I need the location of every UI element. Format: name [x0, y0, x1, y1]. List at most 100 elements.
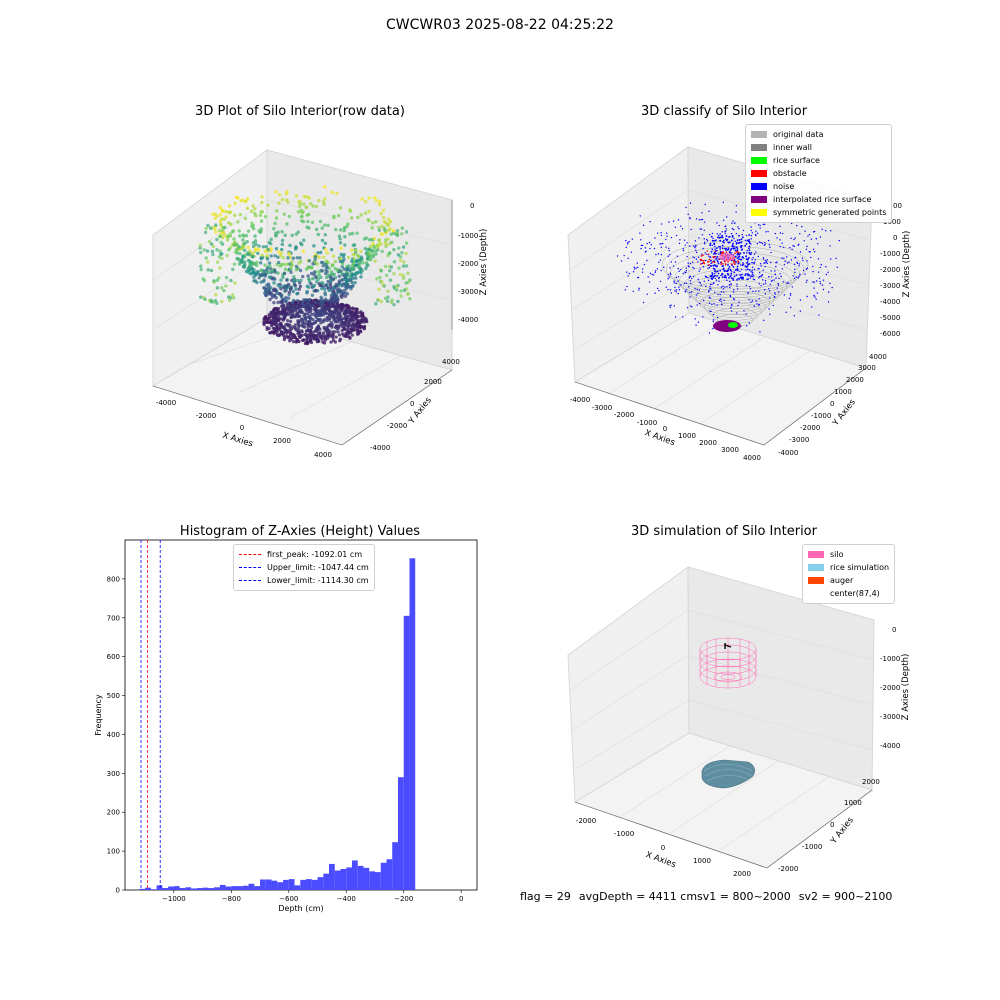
noise-point	[789, 292, 792, 295]
raw-data-point	[282, 311, 286, 315]
noise-point	[725, 276, 727, 279]
noise-point	[757, 304, 760, 306]
raw-data-point	[263, 274, 267, 278]
noise-point	[673, 305, 676, 307]
noise-point	[755, 234, 757, 237]
noise-point	[825, 266, 827, 268]
raw-data-point	[312, 244, 316, 248]
noise-point	[728, 284, 731, 286]
noise-point	[697, 321, 700, 323]
raw-data-point	[291, 289, 295, 294]
raw-data-point	[331, 314, 336, 318]
raw-data-point	[254, 263, 259, 268]
classify-ytick: 2000	[846, 376, 864, 384]
noise-point	[667, 255, 669, 258]
noise-point	[764, 223, 766, 226]
noise-point	[745, 284, 747, 287]
raw-data-point	[227, 211, 232, 215]
raw-data-point	[215, 286, 220, 290]
noise-point	[682, 272, 684, 275]
raw-data-point	[276, 271, 280, 275]
noise-point	[752, 278, 755, 280]
raw-data-point	[276, 255, 280, 259]
noise-point	[750, 226, 752, 228]
noise-point	[678, 242, 681, 245]
noise-point	[675, 289, 678, 291]
noise-point	[702, 316, 704, 318]
histogram-legend: first_peak: -1092.01 cm Upper_limit: -104…	[233, 544, 375, 591]
noise-point	[768, 288, 770, 290]
noise-point	[712, 282, 715, 284]
noise-point	[810, 256, 812, 259]
noise-point	[806, 295, 808, 298]
raw-data-point	[284, 192, 289, 196]
raw-data-point	[330, 286, 334, 290]
raw-data-point	[348, 209, 353, 213]
noise-point	[776, 237, 778, 239]
legend-item: symmetric generated points	[751, 206, 886, 219]
raw-data-point	[317, 269, 322, 274]
raw-data-point	[250, 224, 254, 229]
raw-data-point	[268, 275, 272, 279]
raw-data-point	[292, 335, 296, 340]
noise-point	[738, 278, 741, 280]
noise-point	[745, 255, 747, 258]
raw-data-point	[281, 262, 285, 267]
classify-legend: original data inner wall rice surface obsta…	[745, 124, 893, 223]
noise-point	[762, 258, 765, 260]
legend-label: inner wall	[773, 143, 813, 152]
noise-point	[719, 239, 722, 242]
noise-point	[677, 292, 679, 295]
noise-point	[698, 237, 700, 239]
raw-data-point	[220, 208, 225, 213]
raw-data-point	[362, 237, 367, 241]
noise-point	[633, 268, 636, 270]
noise-point	[774, 293, 776, 295]
raw-data-point	[299, 214, 304, 219]
noise-point	[723, 270, 726, 272]
noise-point	[741, 236, 744, 239]
noise-point	[698, 270, 700, 272]
obstacle-point	[702, 262, 705, 264]
raw-data-point	[401, 273, 406, 278]
raw-data-point	[388, 278, 393, 282]
noise-point	[764, 292, 766, 295]
noise-point	[708, 332, 711, 334]
raw-data-point	[199, 295, 203, 299]
noise-point	[733, 259, 736, 261]
raw-data-point	[266, 203, 270, 208]
histogram-threshold-lines	[140, 540, 161, 890]
noise-point	[788, 297, 791, 300]
noise-point	[689, 218, 691, 220]
noise-point	[817, 258, 820, 260]
raw-data-point	[363, 211, 368, 215]
raw-data-point	[259, 280, 263, 284]
noise-point	[730, 277, 733, 279]
noise-point	[719, 250, 722, 253]
noise-point	[672, 220, 675, 222]
raw-data-point	[300, 333, 304, 337]
noise-point	[660, 246, 663, 248]
raw-data-point	[269, 237, 273, 242]
raw-data-point	[222, 217, 226, 222]
noise-point	[636, 262, 638, 264]
noise-point	[732, 247, 735, 250]
raw-data-point	[314, 204, 319, 209]
histogram-bar	[288, 879, 295, 890]
raw-data-point	[237, 262, 242, 266]
raw-data-point	[286, 200, 290, 205]
raw-data-point	[255, 260, 259, 265]
noise-point	[684, 244, 686, 246]
obstacle-point	[711, 261, 714, 263]
noise-point	[721, 265, 724, 268]
raw-data-point	[336, 308, 341, 313]
raw-data-point	[224, 284, 228, 288]
noise-point	[799, 251, 802, 253]
noise-point	[736, 268, 739, 271]
raw-data-point	[355, 324, 359, 328]
raw-data-point	[298, 256, 302, 260]
raw-data-point	[301, 202, 306, 206]
raw-data-point	[210, 249, 215, 254]
raw-zlabel: Z Axies (Depth)	[479, 229, 489, 296]
noise-point	[737, 262, 740, 265]
